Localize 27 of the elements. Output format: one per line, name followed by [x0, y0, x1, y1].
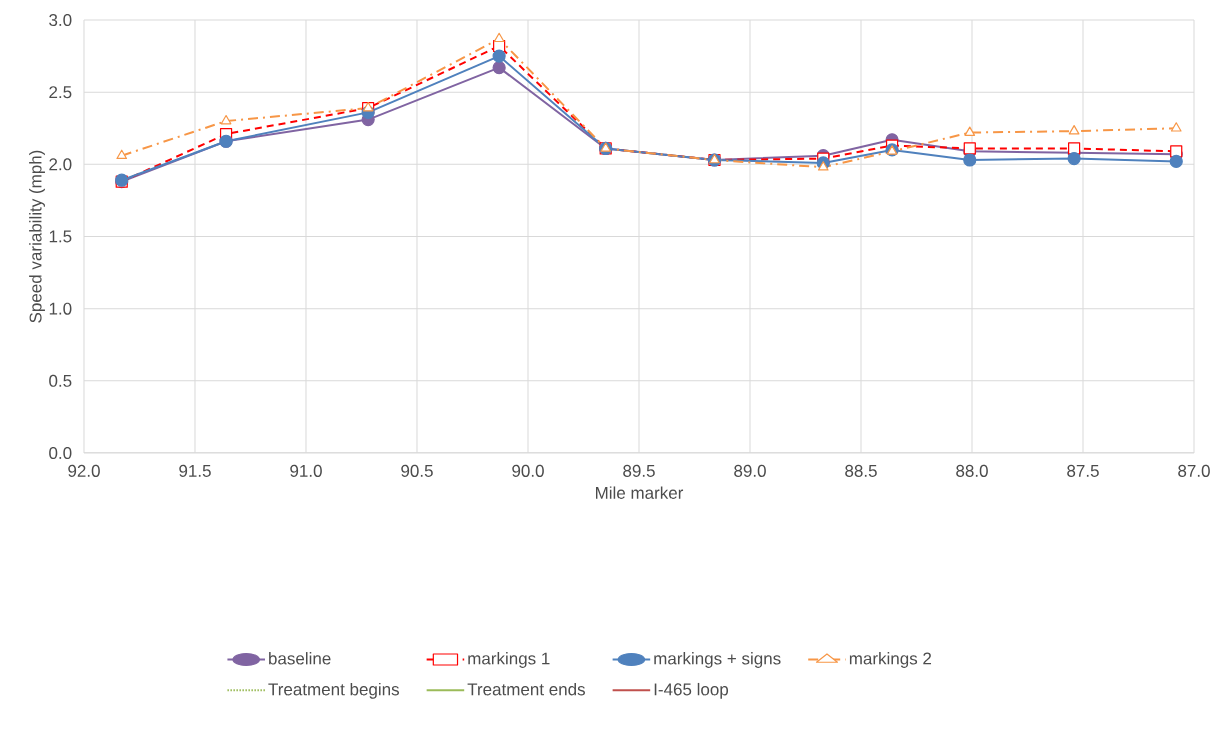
y-tick-label: 2.5 — [49, 86, 72, 99]
x-axis-title: Mile marker — [596, 486, 684, 499]
legend-label: baseline — [269, 652, 331, 665]
x-tick-label: 89.5 — [623, 464, 655, 477]
y-tick-label: 1.5 — [49, 230, 72, 243]
x-tick-label: 87.0 — [1178, 464, 1210, 477]
x-tick-label: 91.5 — [179, 464, 211, 477]
x-tick-label: 92.0 — [68, 464, 100, 477]
y-tick-label: 3.0 — [49, 13, 72, 27]
x-tick-label: 91.0 — [290, 464, 322, 477]
x-tick-label: 87.5 — [1067, 464, 1099, 477]
x-tick-label: 89.0 — [734, 464, 766, 477]
y-tick-label: 0.5 — [49, 374, 72, 387]
legend-label: Treatment begins — [268, 682, 399, 699]
y-axis-title: Speed variability (mph) — [29, 150, 45, 323]
y-tick-label: 2.0 — [49, 158, 72, 171]
legend-label: I-465 loop — [654, 682, 729, 699]
y-tick-label: 0.0 — [49, 446, 72, 460]
x-tick-label: 90.0 — [512, 464, 544, 477]
x-tick-label: 90.5 — [401, 464, 433, 477]
legend-label: Treatment ends — [467, 682, 585, 696]
x-tick-label: 88.5 — [845, 464, 877, 477]
y-tick-label: 1.0 — [49, 302, 72, 315]
x-tick-label: 88.0 — [956, 464, 988, 477]
legend-label: markings + signs — [654, 652, 781, 668]
legend-label: markings 1 — [468, 652, 550, 668]
legend-label: markings 2 — [849, 652, 932, 668]
